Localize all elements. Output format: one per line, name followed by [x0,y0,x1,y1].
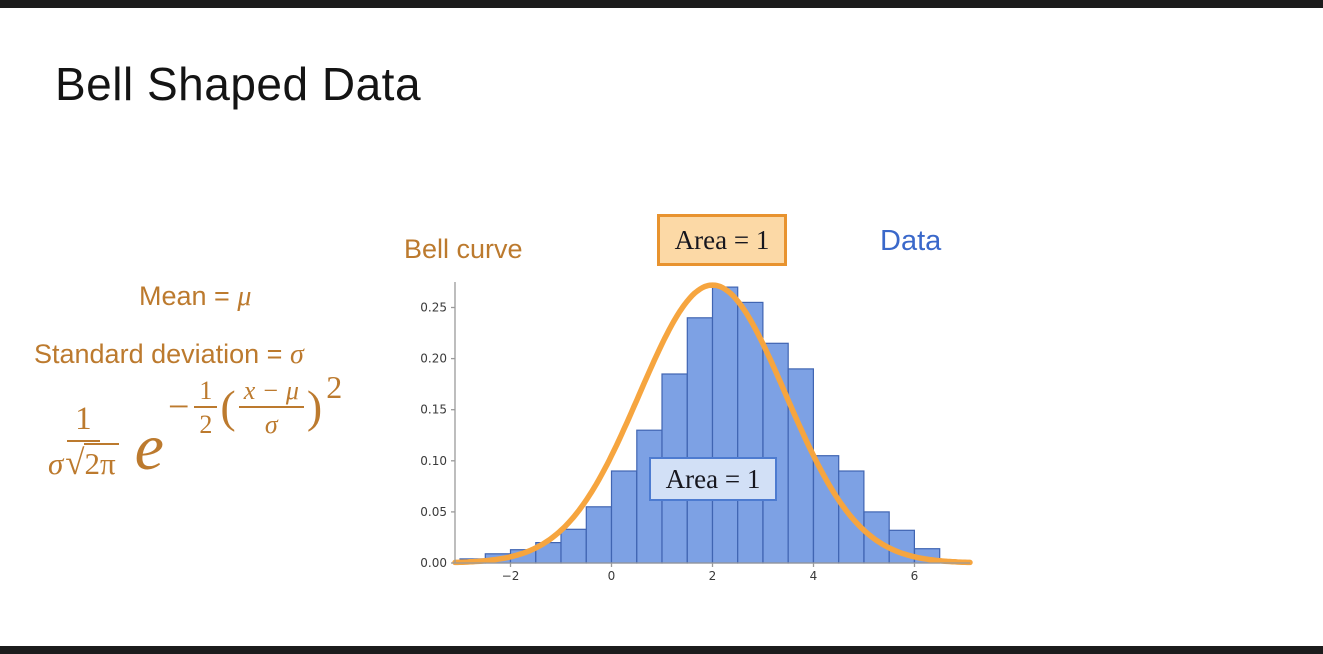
y-tick-label: 0.10 [420,454,447,468]
histogram-bar [711,286,739,564]
histogram-bar [812,455,840,564]
z-score-fraction: x − μ σ [238,377,304,439]
curve-area-text: Area = 1 [674,224,770,255]
page-title: Bell Shaped Data [55,58,422,110]
minus-sign: − [167,386,190,429]
half-numerator: 1 [194,377,218,408]
x-tick-label: 2 [709,569,717,583]
bell-curve-line [452,282,973,566]
exponent-expression: − 1 2 ( x − μ σ ) 2 [167,369,342,439]
distribution-chart: 0.00 0.05 0.10 0.15 0.20 0.25 −2 0 2 4 6 [420,282,973,583]
normal-pdf-formula: 1 σ√2π e − 1 2 ( x − μ σ ) 2 [48,369,342,485]
close-paren: ) [306,381,323,433]
std-deviation-annotation: Standard deviation = σ [34,339,304,371]
y-tick-label: 0.05 [420,505,447,519]
data-legend-label: Data [880,225,942,257]
std-deviation-label: Standard deviation = [34,339,290,369]
fraction-numerator: 1 [67,402,100,442]
y-tick-label: 0.00 [420,556,447,570]
histogram-bar [686,317,714,564]
x-tick-label: 0 [608,569,616,583]
data-area-text: Area = 1 [665,463,761,494]
curve-area-badge: Area = 1 [657,214,787,266]
x-tick-label: −2 [502,569,520,583]
y-tick-label: 0.25 [420,301,447,315]
bell-curve-legend-label: Bell curve [404,234,523,264]
sqrt-radicand: 2π [83,442,119,481]
z-numerator: x − μ [238,377,304,408]
sqrt-icon: √ [65,442,85,482]
histogram-bar [762,342,789,564]
y-tick-label: 0.15 [420,403,447,417]
mu-symbol: μ [237,281,252,312]
data-area-badge: Area = 1 [649,457,777,501]
histogram-bar [610,470,638,564]
open-paren: ( [220,381,236,433]
half-denominator: 2 [199,409,213,439]
z-denominator: σ [264,409,278,439]
letterbox-top [0,0,1323,8]
x-tick-label: 6 [911,569,919,583]
euler-e: e [134,411,164,485]
coefficient-fraction: 1 σ√2π [48,402,119,481]
letterbox-bottom [0,646,1323,654]
fraction-denominator: σ√2π [48,442,119,482]
y-tick-label: 0.20 [420,352,447,366]
histogram-bar [585,506,613,564]
mean-label: Mean = [139,281,238,311]
mean-annotation: Mean = μ [139,281,251,313]
sigma-symbol: σ [48,445,64,481]
one-half-fraction: 1 2 [194,377,218,439]
squared-power: 2 [326,369,343,406]
sigma-symbol: σ [289,339,304,370]
histogram-bar [560,528,587,564]
x-tick-label: 4 [810,569,818,583]
histogram-bar [787,368,815,564]
